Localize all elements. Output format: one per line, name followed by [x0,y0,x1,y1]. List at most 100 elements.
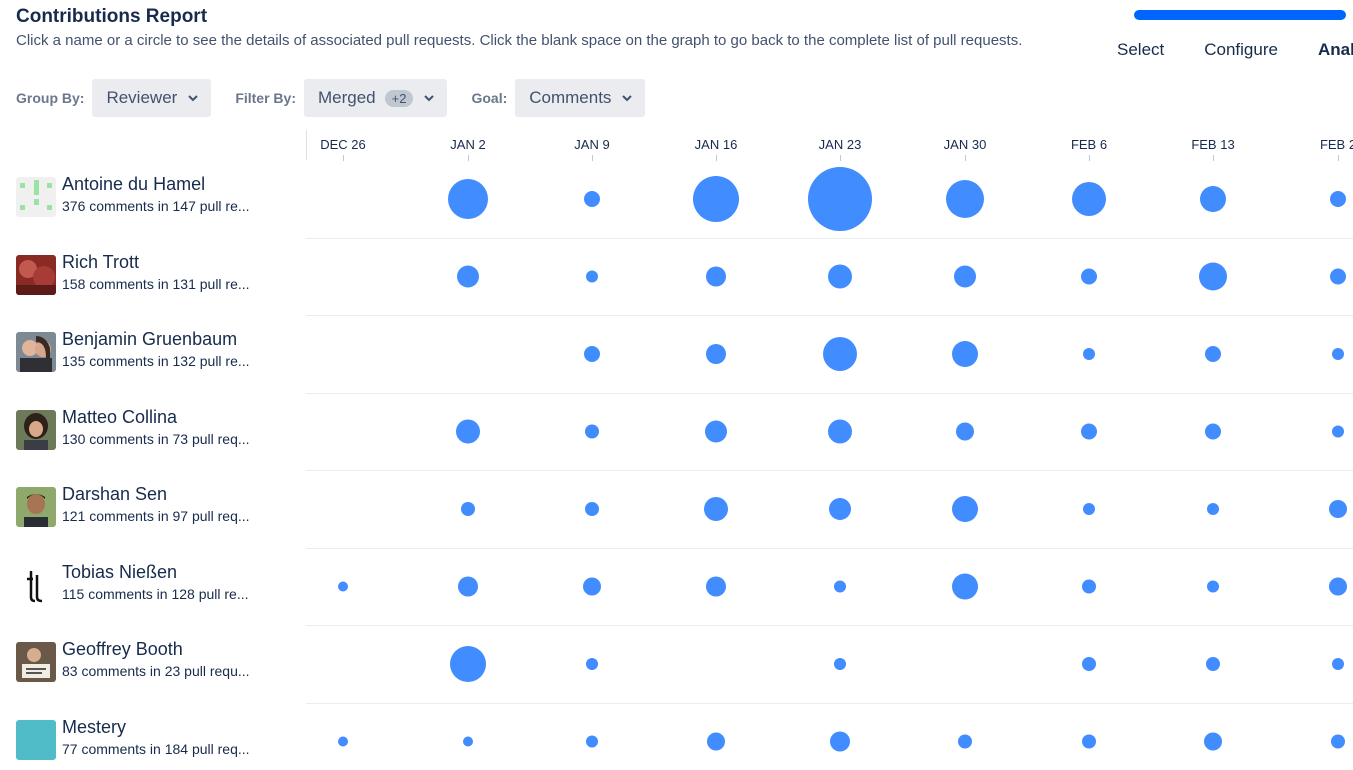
contribution-bubble[interactable] [1330,191,1346,207]
contribution-bubble[interactable] [1082,734,1096,749]
contribution-bubble[interactable] [338,581,348,592]
avatar [16,564,56,605]
contribution-bubble[interactable] [834,580,846,593]
contribution-bubble[interactable] [706,266,726,287]
contribution-bubble[interactable] [1206,657,1220,671]
contribution-bubble[interactable] [1199,262,1227,291]
contribution-bubble[interactable] [584,346,600,362]
filter-by-dropdown[interactable]: Merged +2 [304,79,448,117]
contribution-bubble[interactable] [586,270,598,283]
contribution-bubble[interactable] [693,176,739,222]
contribution-bubble[interactable] [1329,577,1347,596]
axis-tick-mark [1089,155,1090,161]
page-title: Contributions Report [16,6,208,27]
tab-analyze[interactable]: Analy [1317,40,1353,59]
contribution-bubble[interactable] [1205,346,1221,362]
reviewer-row[interactable]: Tobias Nießen 115 comments in 128 pull re… [16,560,301,610]
contribution-bubble[interactable] [456,419,480,444]
group-by-value: Reviewer [106,88,178,107]
contribution-bubble[interactable] [1204,732,1222,751]
contribution-bubble[interactable] [1082,657,1096,671]
contribution-bubble[interactable] [448,179,488,219]
contribution-bubble[interactable] [952,496,978,522]
contribution-bubble[interactable] [1331,734,1345,749]
reviewer-name[interactable]: Tobias Nießen [62,561,178,582]
contribution-bubble[interactable] [706,344,726,364]
contribution-bubble[interactable] [954,265,976,288]
contribution-bubble[interactable] [1332,348,1344,360]
axis-tick-label: JAN 23 [818,137,862,152]
contribution-bubble[interactable] [461,502,475,516]
contribution-bubble[interactable] [828,264,852,289]
group-by-dropdown[interactable]: Reviewer [92,79,212,117]
contribution-bubble[interactable] [705,420,727,443]
contribution-bubble[interactable] [1083,503,1095,515]
contribution-bubble[interactable] [1072,182,1106,216]
timeline-axis [306,130,1353,160]
reviewer-row[interactable]: Geoffrey Booth 83 comments in 23 pull req… [16,637,301,687]
reviewer-row[interactable]: Matteo Collina 130 comments in 73 pull re… [16,405,301,455]
contribution-bubble[interactable] [1082,579,1096,594]
contribution-bubble[interactable] [586,735,598,748]
tab-configure[interactable]: Configure [1204,40,1278,59]
contribution-bubble[interactable] [706,576,726,597]
tab-select[interactable]: Select [1117,40,1165,59]
avatar [16,177,56,217]
chevron-down-icon [188,95,199,102]
contribution-bubble[interactable] [1083,348,1095,360]
contribution-bubble[interactable] [1207,580,1219,593]
reviewer-name[interactable]: Benjamin Gruenbaum [62,329,238,349]
contribution-bubble[interactable] [1329,500,1347,518]
contribution-bubble[interactable] [834,658,846,670]
contribution-bubble[interactable] [958,734,972,749]
contribution-bubble[interactable] [463,736,473,747]
contribution-bubble[interactable] [583,577,601,596]
reviewer-row[interactable]: Mestery 77 comments in 184 pull req... [16,715,301,765]
avatar [16,487,56,527]
contribution-bubble[interactable] [704,497,728,521]
row-divider [306,238,1353,239]
axis-tick-label: JAN 30 [943,137,987,152]
axis-tick-mark [840,155,841,161]
contribution-bubble[interactable] [1330,268,1346,285]
contribution-bubble[interactable] [808,167,872,231]
contribution-bubble[interactable] [946,180,984,218]
reviewer-name[interactable]: Antoine du Hamel [62,174,206,194]
reviewer-name[interactable]: Geoffrey Booth [62,639,183,659]
reviewer-row[interactable]: Antoine du Hamel 376 comments in 147 pull… [16,172,301,222]
goal-dropdown[interactable]: Comments [515,79,646,117]
contribution-bubble[interactable] [586,658,598,670]
contribution-bubble[interactable] [584,191,600,207]
chevron-down-icon [622,95,633,102]
reviewer-name[interactable]: Darshan Sen [62,484,168,504]
contribution-bubble[interactable] [1205,423,1221,440]
contribution-bubble[interactable] [1200,186,1226,212]
reviewer-row[interactable]: Benjamin Gruenbaum 135 comments in 132 pu… [16,327,301,377]
reviewer-row[interactable]: Darshan Sen 121 comments in 97 pull req..… [16,482,301,532]
contribution-bubble[interactable] [1332,658,1344,670]
contribution-bubble[interactable] [952,341,978,367]
contribution-bubble[interactable] [1081,423,1097,440]
contribution-bubble[interactable] [1332,425,1344,438]
contribution-bubble[interactable] [585,502,599,516]
axis-tick-label: FEB 2 [1319,137,1353,152]
contribution-bubble[interactable] [956,422,974,441]
contribution-bubble[interactable] [458,576,478,597]
reviewer-row[interactable]: Rich Trott 158 comments in 131 pull re... [16,250,301,300]
contribution-bubble[interactable] [707,732,725,751]
contribution-bubble[interactable] [457,265,479,288]
contribution-bubble[interactable] [952,573,978,600]
contribution-bubble[interactable] [823,337,857,371]
contribution-bubble[interactable] [1207,503,1219,515]
reviewer-stats: 121 comments in 97 pull req... [62,508,250,524]
contribution-bubble[interactable] [585,424,599,439]
reviewer-name[interactable]: Rich Trott [62,251,140,272]
reviewer-name[interactable]: Matteo Collina [62,406,178,427]
contribution-bubble[interactable] [1081,268,1097,285]
contribution-bubble[interactable] [828,419,852,444]
contribution-bubble[interactable] [830,731,850,752]
contribution-bubble[interactable] [829,498,851,520]
contribution-bubble[interactable] [338,736,348,747]
contribution-bubble[interactable] [450,646,486,682]
reviewer-name[interactable]: Mestery [62,716,127,737]
